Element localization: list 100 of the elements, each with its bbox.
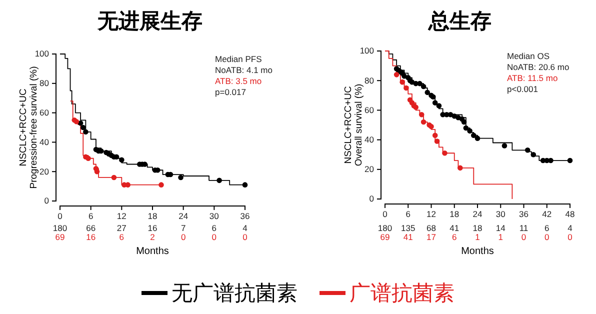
text: 68: [426, 223, 436, 233]
text: 69: [380, 232, 390, 242]
point: [434, 138, 440, 144]
x-tick-label: 24: [472, 209, 482, 220]
text: 180: [378, 223, 392, 233]
point: [404, 85, 409, 91]
text: 180: [52, 223, 68, 233]
text: 4: [242, 223, 248, 233]
text: 69: [55, 232, 65, 242]
x-tick-label: 6: [88, 211, 94, 222]
x-axis-title: Months: [136, 246, 169, 257]
text: 17: [426, 232, 436, 242]
legend-label: 广谱抗菌素: [350, 281, 454, 305]
text: 27: [116, 223, 127, 233]
point: [158, 182, 164, 188]
point: [436, 103, 442, 108]
y-tick-label: 0: [44, 196, 50, 206]
point: [467, 128, 472, 134]
point: [567, 158, 573, 164]
point: [474, 136, 480, 141]
x-tick-label: 30: [496, 209, 506, 220]
x-tick-label: 42: [542, 209, 552, 220]
x-tick-label: 0: [382, 209, 388, 220]
text: 7: [180, 223, 186, 233]
annotation: ATB: 11.5 mo: [507, 73, 558, 83]
point: [463, 125, 469, 131]
point: [80, 124, 86, 130]
text: 4: [568, 223, 573, 233]
point: [442, 150, 448, 156]
text: 66: [86, 223, 96, 233]
x-tick-label: 0: [58, 211, 63, 222]
point: [242, 182, 248, 188]
x-tick-label: 18: [148, 211, 158, 222]
x-tick-label: 48: [565, 209, 575, 220]
annotation: Median OS: [507, 51, 550, 61]
y-tick-label: 0: [369, 194, 374, 204]
point: [394, 72, 400, 78]
chart-title: 总生存: [428, 8, 492, 33]
y-tick-label: 80: [364, 75, 374, 86]
text: 16: [148, 223, 158, 233]
text: 0: [544, 232, 550, 242]
chart-title: 无进展生存: [96, 8, 202, 33]
y-tick-label: 60: [364, 104, 374, 115]
point: [111, 174, 117, 180]
text: 6: [119, 232, 124, 242]
point: [548, 158, 554, 164]
text: 0: [568, 232, 573, 242]
point: [432, 100, 438, 106]
point: [432, 132, 438, 138]
y-tick-label: 40: [40, 136, 50, 147]
annotation: p<0.001: [507, 84, 538, 94]
point: [424, 90, 430, 96]
point: [86, 156, 91, 162]
point: [524, 148, 530, 153]
text: 2: [150, 232, 156, 242]
y-tick-label: 60: [40, 108, 50, 118]
point: [471, 132, 476, 138]
text: 6: [544, 223, 550, 233]
text: 0: [212, 232, 217, 242]
y-axis-title: NSCLC+RCC+UC Progression-free survival (%): [18, 66, 40, 189]
point: [418, 112, 424, 118]
text: 11: [519, 223, 528, 233]
x-tick-label: 36: [519, 209, 529, 220]
text: 16: [86, 232, 96, 242]
y-tick-label: 100: [34, 48, 50, 59]
point: [530, 152, 536, 158]
x-tick-label: 36: [240, 211, 250, 222]
text: 6: [212, 223, 217, 233]
x-tick-label: 12: [116, 211, 127, 222]
annotation: NoATB: 20.6 mo: [507, 62, 570, 72]
point: [400, 79, 405, 85]
x-tick-label: 12: [426, 209, 436, 220]
y-tick-label: 40: [364, 134, 374, 145]
point: [119, 157, 124, 162]
text: 6: [452, 232, 458, 242]
y-axis-title: NSCLC+RCC+UC Overall survival (%): [342, 84, 364, 166]
text: 1: [475, 232, 480, 242]
legend-label: 无广谱抗菌素: [172, 281, 298, 305]
point: [461, 119, 467, 125]
point: [178, 174, 184, 180]
text: 0: [180, 232, 186, 242]
y-tick-label: 100: [360, 46, 374, 56]
text: 41: [403, 232, 414, 242]
x-tick-label: 6: [406, 209, 411, 220]
text: 135: [401, 223, 416, 233]
point: [420, 84, 426, 90]
x-axis-title: Months: [461, 246, 494, 257]
point: [417, 80, 422, 86]
y-tick-label: 20: [364, 164, 374, 174]
point: [458, 165, 463, 171]
y-tick-label: 80: [40, 78, 50, 88]
point: [420, 119, 426, 125]
x-tick-label: 18: [450, 209, 460, 220]
annotation: NoATB: 4.1 mo: [215, 65, 273, 75]
text: 0: [242, 232, 248, 242]
text: 14: [496, 223, 506, 233]
annotation: Median PFS: [215, 54, 262, 64]
point: [502, 143, 508, 148]
text: 41: [450, 223, 460, 233]
x-tick-label: 24: [178, 211, 188, 222]
